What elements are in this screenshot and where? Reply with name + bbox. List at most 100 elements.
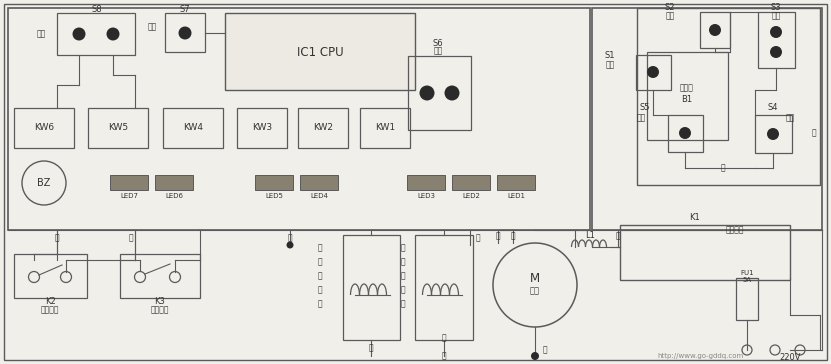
Text: 绿: 绿: [288, 233, 293, 242]
Text: 蓝座: 蓝座: [434, 47, 443, 55]
Text: KW3: KW3: [252, 123, 272, 132]
Text: 电机: 电机: [530, 286, 540, 296]
Bar: [736, 278, 758, 320]
Circle shape: [770, 26, 782, 38]
Text: 阀: 阀: [317, 300, 322, 309]
Bar: [14, 254, 87, 298]
Text: 白座: 白座: [785, 114, 794, 123]
Bar: [88, 108, 148, 148]
Bar: [360, 108, 410, 148]
Text: KW5: KW5: [108, 123, 128, 132]
Text: 220V: 220V: [779, 353, 801, 363]
Bar: [668, 115, 703, 152]
Text: 红座: 红座: [637, 114, 646, 123]
Text: 电: 电: [317, 272, 322, 281]
Text: 白座: 白座: [37, 29, 46, 39]
Bar: [237, 108, 287, 148]
Bar: [497, 175, 535, 190]
Text: 棕: 棕: [543, 345, 548, 355]
Circle shape: [770, 46, 782, 58]
Bar: [408, 56, 471, 130]
Bar: [637, 8, 820, 185]
Text: 黑: 黑: [812, 128, 816, 138]
Text: 水: 水: [317, 257, 322, 266]
Circle shape: [445, 86, 460, 100]
Text: 绿: 绿: [495, 232, 500, 241]
Bar: [620, 225, 790, 280]
Text: M: M: [530, 272, 540, 285]
Text: 离心开关: 离心开关: [725, 226, 745, 234]
Text: 黄座: 黄座: [666, 12, 675, 20]
Text: 棕座: 棕座: [771, 12, 780, 20]
Text: 红: 红: [616, 232, 620, 241]
Bar: [592, 8, 822, 230]
Bar: [165, 13, 205, 52]
Text: LED3: LED3: [417, 193, 435, 199]
Bar: [700, 12, 730, 48]
Text: LED4: LED4: [310, 193, 328, 199]
Text: 棕: 棕: [369, 344, 373, 352]
Text: KW1: KW1: [375, 123, 395, 132]
Text: 黄: 黄: [511, 232, 515, 241]
Text: L1: L1: [585, 232, 595, 241]
Text: 棕: 棕: [442, 352, 446, 360]
Bar: [110, 175, 148, 190]
Text: S1: S1: [605, 51, 615, 59]
Text: LED1: LED1: [507, 193, 525, 199]
Text: KW6: KW6: [34, 123, 54, 132]
Text: LED5: LED5: [265, 193, 283, 199]
Text: K2: K2: [45, 297, 56, 306]
Text: 联动开关: 联动开关: [41, 305, 59, 314]
Bar: [415, 235, 473, 340]
Text: LED6: LED6: [165, 193, 183, 199]
Text: K3: K3: [155, 297, 165, 306]
Circle shape: [767, 128, 779, 140]
Bar: [758, 12, 795, 68]
Bar: [407, 175, 445, 190]
Text: B1: B1: [681, 95, 692, 104]
Text: 粉: 粉: [720, 163, 725, 173]
Circle shape: [709, 24, 721, 36]
Bar: [155, 175, 193, 190]
Bar: [298, 108, 348, 148]
Bar: [120, 254, 200, 298]
Text: LED7: LED7: [120, 193, 138, 199]
Text: 进: 进: [317, 244, 322, 253]
Circle shape: [647, 66, 659, 78]
Text: S6: S6: [433, 39, 443, 47]
Bar: [57, 13, 135, 55]
Text: S8: S8: [91, 5, 102, 15]
Bar: [300, 175, 338, 190]
Text: S2: S2: [665, 4, 676, 12]
Circle shape: [72, 28, 86, 40]
Bar: [225, 13, 415, 90]
Text: 水: 水: [401, 257, 406, 266]
Text: http://www.go-gddq.com: http://www.go-gddq.com: [656, 353, 743, 359]
Bar: [755, 115, 792, 153]
Text: K1: K1: [689, 214, 700, 222]
Text: S5: S5: [640, 103, 650, 112]
Circle shape: [106, 28, 120, 40]
Text: 电: 电: [401, 272, 406, 281]
Text: 绿: 绿: [55, 233, 59, 242]
Text: BZ: BZ: [37, 178, 51, 188]
Text: 橙: 橙: [475, 233, 480, 242]
Bar: [163, 108, 223, 148]
Text: 变压器: 变压器: [680, 83, 694, 92]
Text: 橙座: 橙座: [605, 60, 615, 70]
Text: 排: 排: [401, 244, 406, 253]
Text: 阀: 阀: [401, 300, 406, 309]
Text: 红: 红: [442, 333, 446, 343]
Bar: [647, 52, 728, 140]
Circle shape: [179, 27, 191, 40]
Text: S4: S4: [768, 103, 779, 112]
Text: KW4: KW4: [183, 123, 203, 132]
Circle shape: [679, 127, 691, 139]
Bar: [255, 175, 293, 190]
Text: LED2: LED2: [462, 193, 480, 199]
Circle shape: [420, 86, 435, 100]
Text: 5A: 5A: [742, 277, 751, 283]
Text: S3: S3: [770, 4, 781, 12]
Text: 水位开关: 水位开关: [150, 305, 170, 314]
Text: IC1 CPU: IC1 CPU: [297, 46, 343, 59]
